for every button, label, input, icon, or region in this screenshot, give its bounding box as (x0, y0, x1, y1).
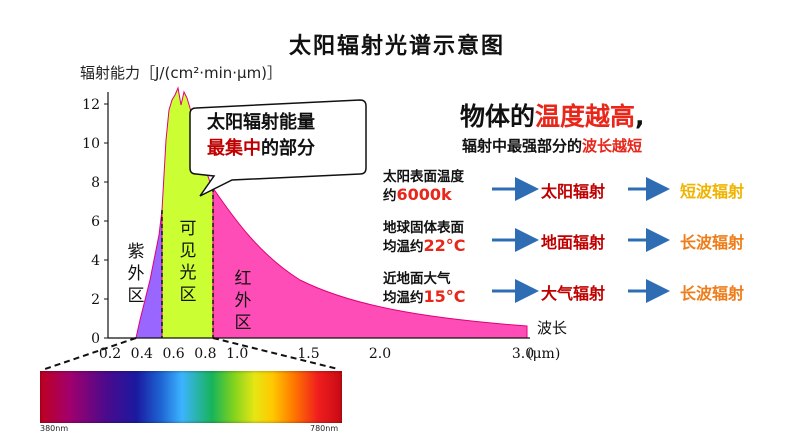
row-ground-end: 长波辐射 (680, 233, 745, 252)
x-axis-label: 波长 (537, 319, 567, 337)
callout-rest: 的部分 (261, 138, 315, 159)
row-ground-label: 地球固体表面 均温约22°C (383, 219, 466, 256)
spectrum-right-label: 780nm (310, 424, 339, 433)
y-tick-label: 12 (82, 97, 100, 113)
visible-spectrum-bar (40, 371, 342, 423)
x-axis-unit: (μm) (527, 346, 560, 362)
x-tick-label: 1.5 (297, 346, 319, 362)
y-tick-label: 4 (91, 253, 100, 269)
row-ground-prefix: 均温约 (383, 239, 424, 255)
ir-region-label: 红 (235, 269, 252, 289)
row-ground-label1: 地球固体表面 (383, 220, 464, 236)
headline-highlight: 温度越高 (535, 102, 636, 131)
uv-region-label: 外 (128, 264, 145, 284)
row-sun-prefix: 约 (383, 188, 397, 204)
callout-highlight: 最集中 (207, 138, 261, 159)
uv-region-label: 区 (128, 286, 145, 306)
row-sun-mid: 太阳辐射 (541, 182, 606, 201)
row-air-prefix: 均温约 (383, 290, 424, 306)
row-air-label1: 近地面大气 (383, 271, 451, 287)
headline: 物体的温度越高, (460, 97, 645, 133)
headline-part3: , (635, 102, 645, 131)
row-ground-mid: 地面辐射 (541, 233, 606, 252)
row-air-mid: 大气辐射 (541, 284, 606, 303)
y-tick-label: 10 (82, 136, 100, 152)
x-tick-label: 1.0 (226, 346, 248, 362)
x-tick-label: 0.2 (99, 346, 121, 362)
callout-bubble (189, 99, 367, 197)
subline-highlight: 波长越短 (582, 137, 643, 155)
x-tick-label: 2.0 (369, 346, 391, 362)
subline-part1: 辐射中最强部分的 (462, 137, 583, 155)
row-sun-label: 太阳表面温度 约6000k (383, 168, 464, 205)
uv-region-label: 紫 (128, 242, 145, 262)
x-tick-label: 3.0 (512, 346, 534, 362)
row-sun-label1: 太阳表面温度 (383, 169, 464, 185)
visible-region-label: 可 (180, 219, 197, 239)
row-air-value: 15°C (423, 287, 466, 306)
x-tick-label: 0.4 (131, 346, 153, 362)
ir-region-label: 外 (235, 291, 252, 311)
visible-region-label: 见 (180, 241, 197, 261)
ir-region-label: 区 (235, 313, 252, 333)
spectrum-left-label: 380nm (40, 424, 69, 433)
visible-region-label: 区 (180, 285, 197, 305)
y-tick-label: 8 (91, 175, 100, 191)
y-tick-label: 0 (91, 331, 100, 347)
page-title: 太阳辐射光谱示意图 (288, 34, 505, 59)
ir-region (212, 186, 528, 339)
row-air-end: 长波辐射 (680, 284, 745, 303)
row-sun-value: 6000k (396, 185, 452, 204)
subline: 辐射中最强部分的波长越短 (462, 135, 642, 156)
x-tick-label: 0.6 (162, 346, 184, 362)
x-tick-label: 0.8 (194, 346, 216, 362)
row-air-label: 近地面大气 均温约15°C (383, 270, 466, 307)
spectrum-connector-right (212, 337, 339, 370)
y-axis-label: 辐射能力［J/(cm²·min·μm)］ (80, 64, 283, 82)
y-tick-label: 6 (91, 214, 100, 230)
visible-region-label: 光 (180, 263, 197, 283)
y-tick-label: 2 (91, 292, 100, 308)
callout-line1: 太阳辐射能量 (207, 112, 315, 133)
row-sun-end: 短波辐射 (680, 182, 745, 201)
row-ground-value: 22°C (423, 236, 466, 255)
headline-part1: 物体的 (460, 102, 536, 131)
spectrum-connector-left (44, 337, 137, 370)
callout-text: 太阳辐射能量 最集中的部分 (195, 110, 365, 162)
